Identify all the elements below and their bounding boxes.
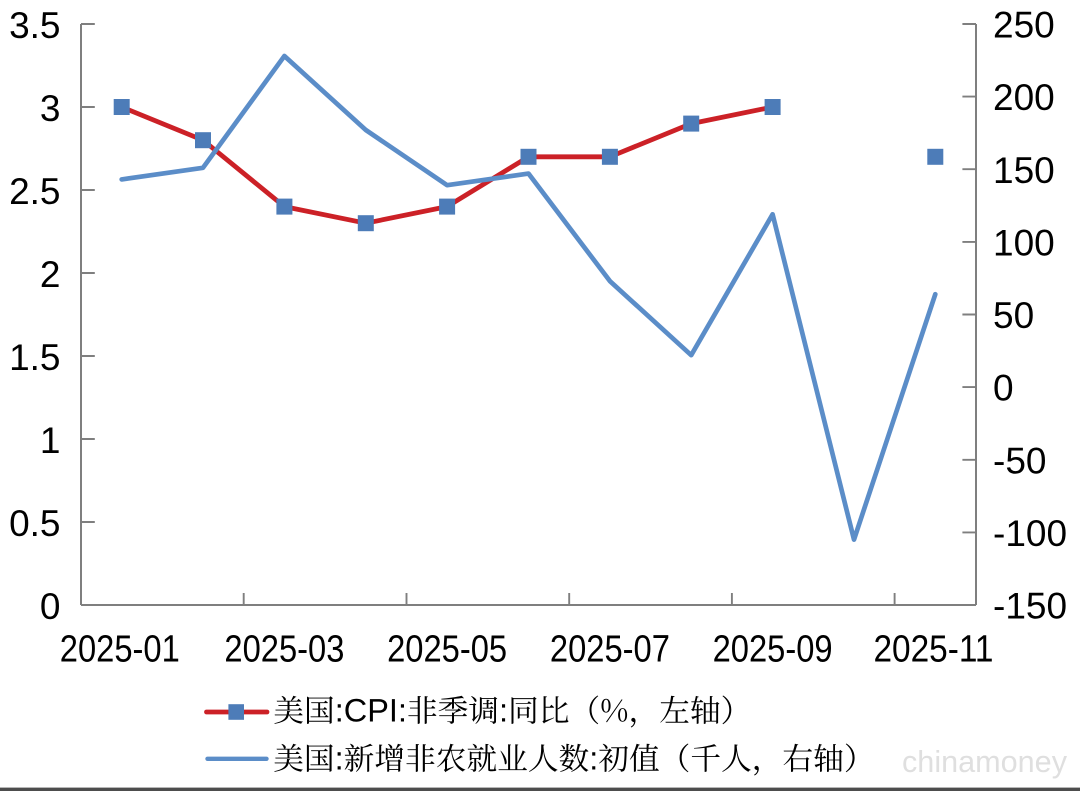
svg-text:2025-09: 2025-09 — [713, 629, 833, 671]
svg-text:250: 250 — [993, 5, 1055, 46]
svg-text:3: 3 — [40, 88, 61, 129]
svg-text:0: 0 — [40, 586, 61, 627]
svg-text:100: 100 — [993, 223, 1055, 264]
svg-text:150: 150 — [993, 150, 1055, 191]
svg-text:0: 0 — [993, 368, 1014, 409]
svg-text:0.5: 0.5 — [9, 503, 60, 544]
svg-text:2025-05: 2025-05 — [387, 629, 507, 671]
svg-text:2.5: 2.5 — [9, 171, 60, 212]
svg-text:2025-01: 2025-01 — [60, 629, 180, 671]
svg-text:-100: -100 — [993, 513, 1067, 554]
svg-text:3.5: 3.5 — [9, 5, 60, 46]
svg-text:2025-11: 2025-11 — [874, 629, 994, 671]
svg-text:2025-03: 2025-03 — [224, 629, 344, 671]
svg-text:-50: -50 — [993, 440, 1046, 481]
svg-text:2025-07: 2025-07 — [550, 629, 670, 671]
svg-text:-150: -150 — [993, 586, 1067, 627]
svg-text:1.5: 1.5 — [9, 337, 60, 378]
svg-text:50: 50 — [993, 295, 1034, 336]
svg-text:2: 2 — [40, 254, 61, 295]
svg-text:200: 200 — [993, 77, 1055, 118]
svg-text:chinamoney: chinamoney — [902, 744, 1067, 779]
svg-text:1: 1 — [40, 420, 61, 461]
